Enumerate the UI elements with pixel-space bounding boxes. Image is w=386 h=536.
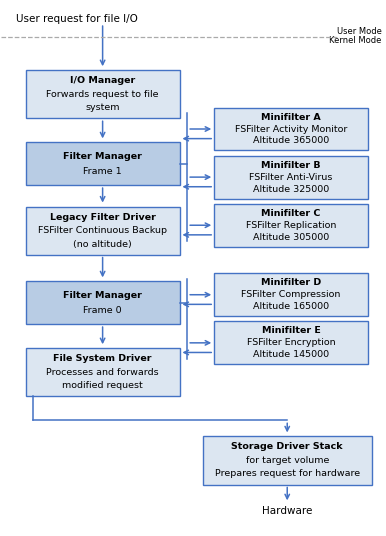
FancyBboxPatch shape: [214, 204, 368, 247]
FancyBboxPatch shape: [26, 143, 179, 185]
Text: Altitude 365000: Altitude 365000: [253, 137, 329, 145]
Text: system: system: [85, 103, 120, 112]
Text: Legacy Filter Driver: Legacy Filter Driver: [50, 213, 156, 221]
FancyBboxPatch shape: [214, 108, 368, 151]
Text: User request for file I/O: User request for file I/O: [16, 14, 138, 24]
Text: Filter Manager: Filter Manager: [63, 152, 142, 161]
Text: Minifilter A: Minifilter A: [261, 113, 321, 122]
Text: Altitude 325000: Altitude 325000: [253, 184, 329, 193]
Text: File System Driver: File System Driver: [53, 354, 152, 363]
Text: (no altitude): (no altitude): [73, 240, 132, 249]
Text: Frame 1: Frame 1: [83, 167, 122, 176]
FancyBboxPatch shape: [26, 348, 179, 396]
Text: Hardware: Hardware: [262, 506, 312, 516]
Text: FSFilter Replication: FSFilter Replication: [246, 221, 336, 230]
Text: Frame 0: Frame 0: [83, 306, 122, 315]
Text: FSFilter Anti-Virus: FSFilter Anti-Virus: [249, 173, 333, 182]
Text: Minifilter B: Minifilter B: [261, 161, 321, 169]
FancyBboxPatch shape: [214, 322, 368, 364]
FancyBboxPatch shape: [26, 70, 179, 118]
Text: Minifilter E: Minifilter E: [262, 326, 320, 336]
Text: modified request: modified request: [62, 381, 143, 390]
Text: FSFilter Continuous Backup: FSFilter Continuous Backup: [38, 226, 167, 235]
Text: Storage Driver Stack: Storage Driver Stack: [232, 443, 343, 451]
FancyBboxPatch shape: [26, 206, 179, 255]
Text: Filter Manager: Filter Manager: [63, 291, 142, 300]
FancyBboxPatch shape: [214, 156, 368, 198]
FancyBboxPatch shape: [26, 281, 179, 324]
Text: FSFilter Compression: FSFilter Compression: [241, 290, 341, 299]
Text: FSFilter Encryption: FSFilter Encryption: [247, 338, 335, 347]
FancyBboxPatch shape: [203, 436, 372, 485]
Text: Forwards request to file: Forwards request to file: [46, 90, 159, 99]
Text: Altitude 305000: Altitude 305000: [253, 233, 329, 242]
Text: I/O Manager: I/O Manager: [70, 76, 135, 85]
FancyBboxPatch shape: [214, 273, 368, 316]
Text: for target volume: for target volume: [245, 456, 329, 465]
Text: Minifilter C: Minifilter C: [261, 209, 321, 218]
Text: Kernel Mode: Kernel Mode: [329, 36, 381, 45]
Text: FSFilter Activity Monitor: FSFilter Activity Monitor: [235, 124, 347, 133]
Text: User Mode: User Mode: [337, 27, 381, 36]
Text: Prepares request for hardware: Prepares request for hardware: [215, 470, 360, 479]
Text: Minifilter D: Minifilter D: [261, 278, 321, 287]
Text: Altitude 165000: Altitude 165000: [253, 302, 329, 311]
Text: Processes and forwards: Processes and forwards: [46, 368, 159, 377]
Text: Altitude 145000: Altitude 145000: [253, 351, 329, 359]
